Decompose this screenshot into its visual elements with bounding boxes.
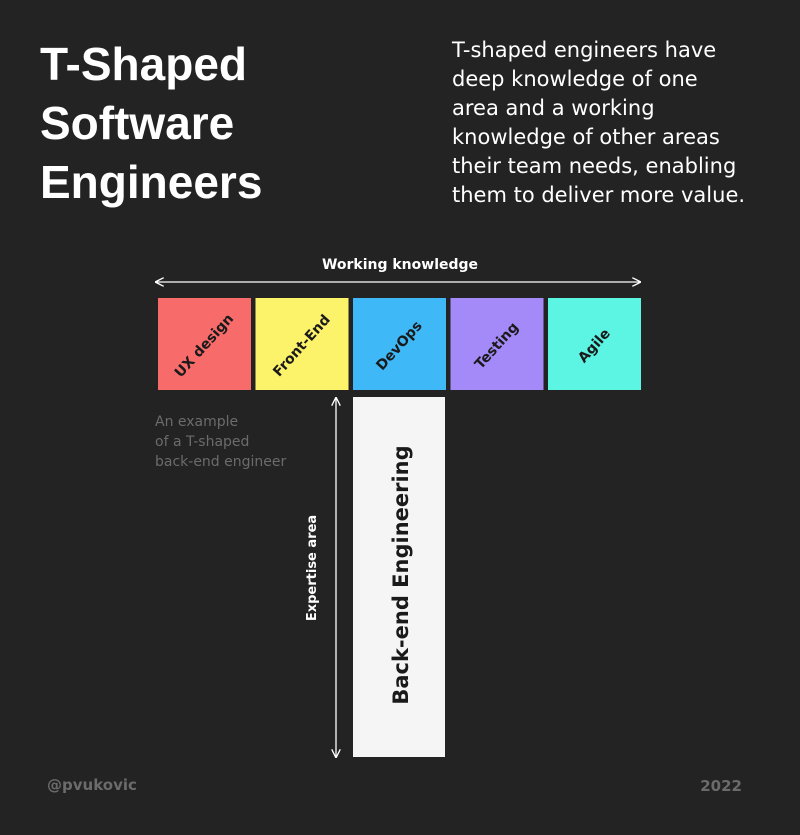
note: An example of a T-shaped back-end engineer [155, 414, 287, 470]
description-line: knowledge of other areas [452, 125, 720, 149]
area-box [450, 298, 544, 390]
note-line: back-end engineer [155, 454, 287, 470]
area-box [548, 298, 641, 390]
area-box [158, 298, 251, 390]
title-line: Software [40, 97, 234, 149]
description-line: their team needs, enabling [452, 154, 736, 178]
title-line: Engineers [40, 156, 262, 208]
stem-label: Back-end Engineering [389, 445, 413, 704]
area-box [255, 298, 349, 390]
stem [353, 397, 445, 757]
year: 2022 [700, 777, 742, 795]
description: T-shaped engineers have deep knowledge of… [451, 38, 745, 207]
note-line: of a T-shaped [155, 434, 249, 450]
note-line: An example [155, 414, 238, 430]
expertise-label: Expertise area [305, 515, 320, 621]
working-label: Working knowledge [322, 257, 478, 273]
description-line: them to deliver more value. [452, 183, 745, 207]
description-line: T-shaped engineers have [451, 38, 716, 62]
areas: UX design Front-End DevOps Testing Agile [158, 298, 641, 390]
description-line: area and a working [452, 96, 655, 120]
area-box [353, 298, 446, 390]
title: T-Shaped Software Engineers [40, 38, 262, 208]
description-line: deep knowledge of one [452, 67, 698, 91]
title-line: T-Shaped [40, 38, 247, 90]
handle: @pvukovic [47, 776, 137, 794]
